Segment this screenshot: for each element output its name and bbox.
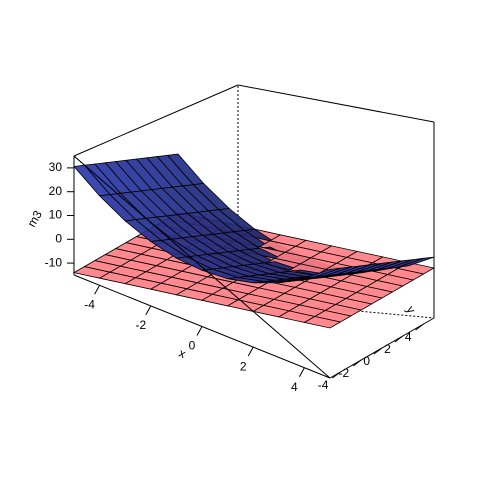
x-tick-label: 2 (240, 359, 247, 373)
y-tick-mark (394, 335, 404, 343)
x-tick-label: -2 (135, 318, 146, 332)
x-tick-label: -4 (84, 297, 95, 311)
y-tick-label: -2 (339, 366, 350, 380)
box-edge-top-front (73, 155, 331, 379)
z-tick-label: 30 (49, 160, 63, 174)
x-tick-label: 0 (189, 339, 196, 353)
box-edge-top-back-left (73, 84, 239, 157)
x-tick-mark (145, 305, 152, 316)
surface-faces (72, 153, 436, 329)
y-tick-mark (415, 323, 424, 331)
x-tick-mark (247, 346, 254, 357)
plane-face (303, 316, 342, 329)
x-axis-title: x (177, 346, 188, 361)
x-tick-label: 4 (291, 380, 298, 394)
y-tick-label: -4 (318, 378, 329, 392)
paraboloid-face (304, 267, 341, 279)
z-tick-label: 0 (55, 231, 62, 245)
y-tick-label: 4 (405, 330, 412, 344)
z-tick-label: 10 (49, 208, 63, 222)
y-tick-label: 0 (363, 354, 370, 368)
x-tick-mark (196, 326, 203, 336)
x-tick-mark (94, 285, 101, 295)
box-edge-top-back-right (237, 84, 435, 123)
y-tick-label: 2 (384, 342, 391, 356)
x-tick-mark (298, 367, 305, 377)
y-tick-mark (352, 359, 362, 367)
z-tick-label: -10 (45, 255, 63, 269)
z-tick-label: 20 (49, 184, 63, 198)
y-tick-mark (332, 371, 341, 379)
y-tick-mark (373, 347, 383, 355)
